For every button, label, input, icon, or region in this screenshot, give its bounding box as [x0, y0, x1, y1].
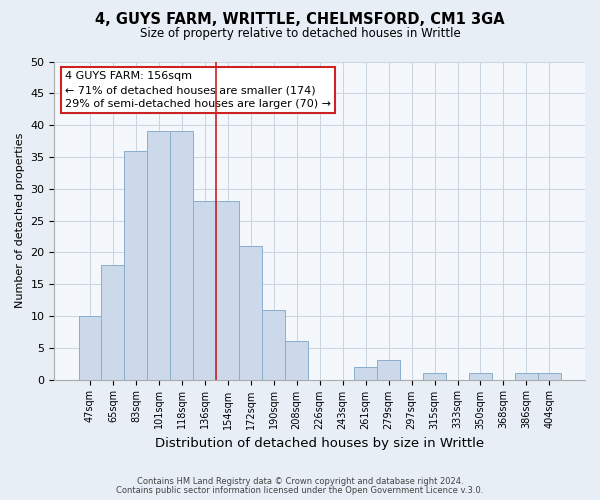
Bar: [538, 373, 561, 380]
Bar: [124, 150, 148, 380]
Text: 4 GUYS FARM: 156sqm
← 71% of detached houses are smaller (174)
29% of semi-detac: 4 GUYS FARM: 156sqm ← 71% of detached ho…: [65, 71, 331, 109]
Bar: [262, 310, 285, 380]
Text: Contains public sector information licensed under the Open Government Licence v.: Contains public sector information licen…: [116, 486, 484, 495]
Bar: [239, 246, 262, 380]
Bar: [79, 316, 101, 380]
Bar: [217, 202, 239, 380]
Bar: [423, 373, 446, 380]
Bar: [515, 373, 538, 380]
Bar: [354, 367, 377, 380]
Bar: [377, 360, 400, 380]
Bar: [101, 265, 124, 380]
Text: Contains HM Land Registry data © Crown copyright and database right 2024.: Contains HM Land Registry data © Crown c…: [137, 477, 463, 486]
Y-axis label: Number of detached properties: Number of detached properties: [15, 133, 25, 308]
Bar: [170, 132, 193, 380]
Bar: [193, 202, 217, 380]
Bar: [469, 373, 492, 380]
Text: 4, GUYS FARM, WRITTLE, CHELMSFORD, CM1 3GA: 4, GUYS FARM, WRITTLE, CHELMSFORD, CM1 3…: [95, 12, 505, 28]
Bar: [148, 132, 170, 380]
X-axis label: Distribution of detached houses by size in Writtle: Distribution of detached houses by size …: [155, 437, 484, 450]
Bar: [285, 342, 308, 380]
Text: Size of property relative to detached houses in Writtle: Size of property relative to detached ho…: [140, 28, 460, 40]
